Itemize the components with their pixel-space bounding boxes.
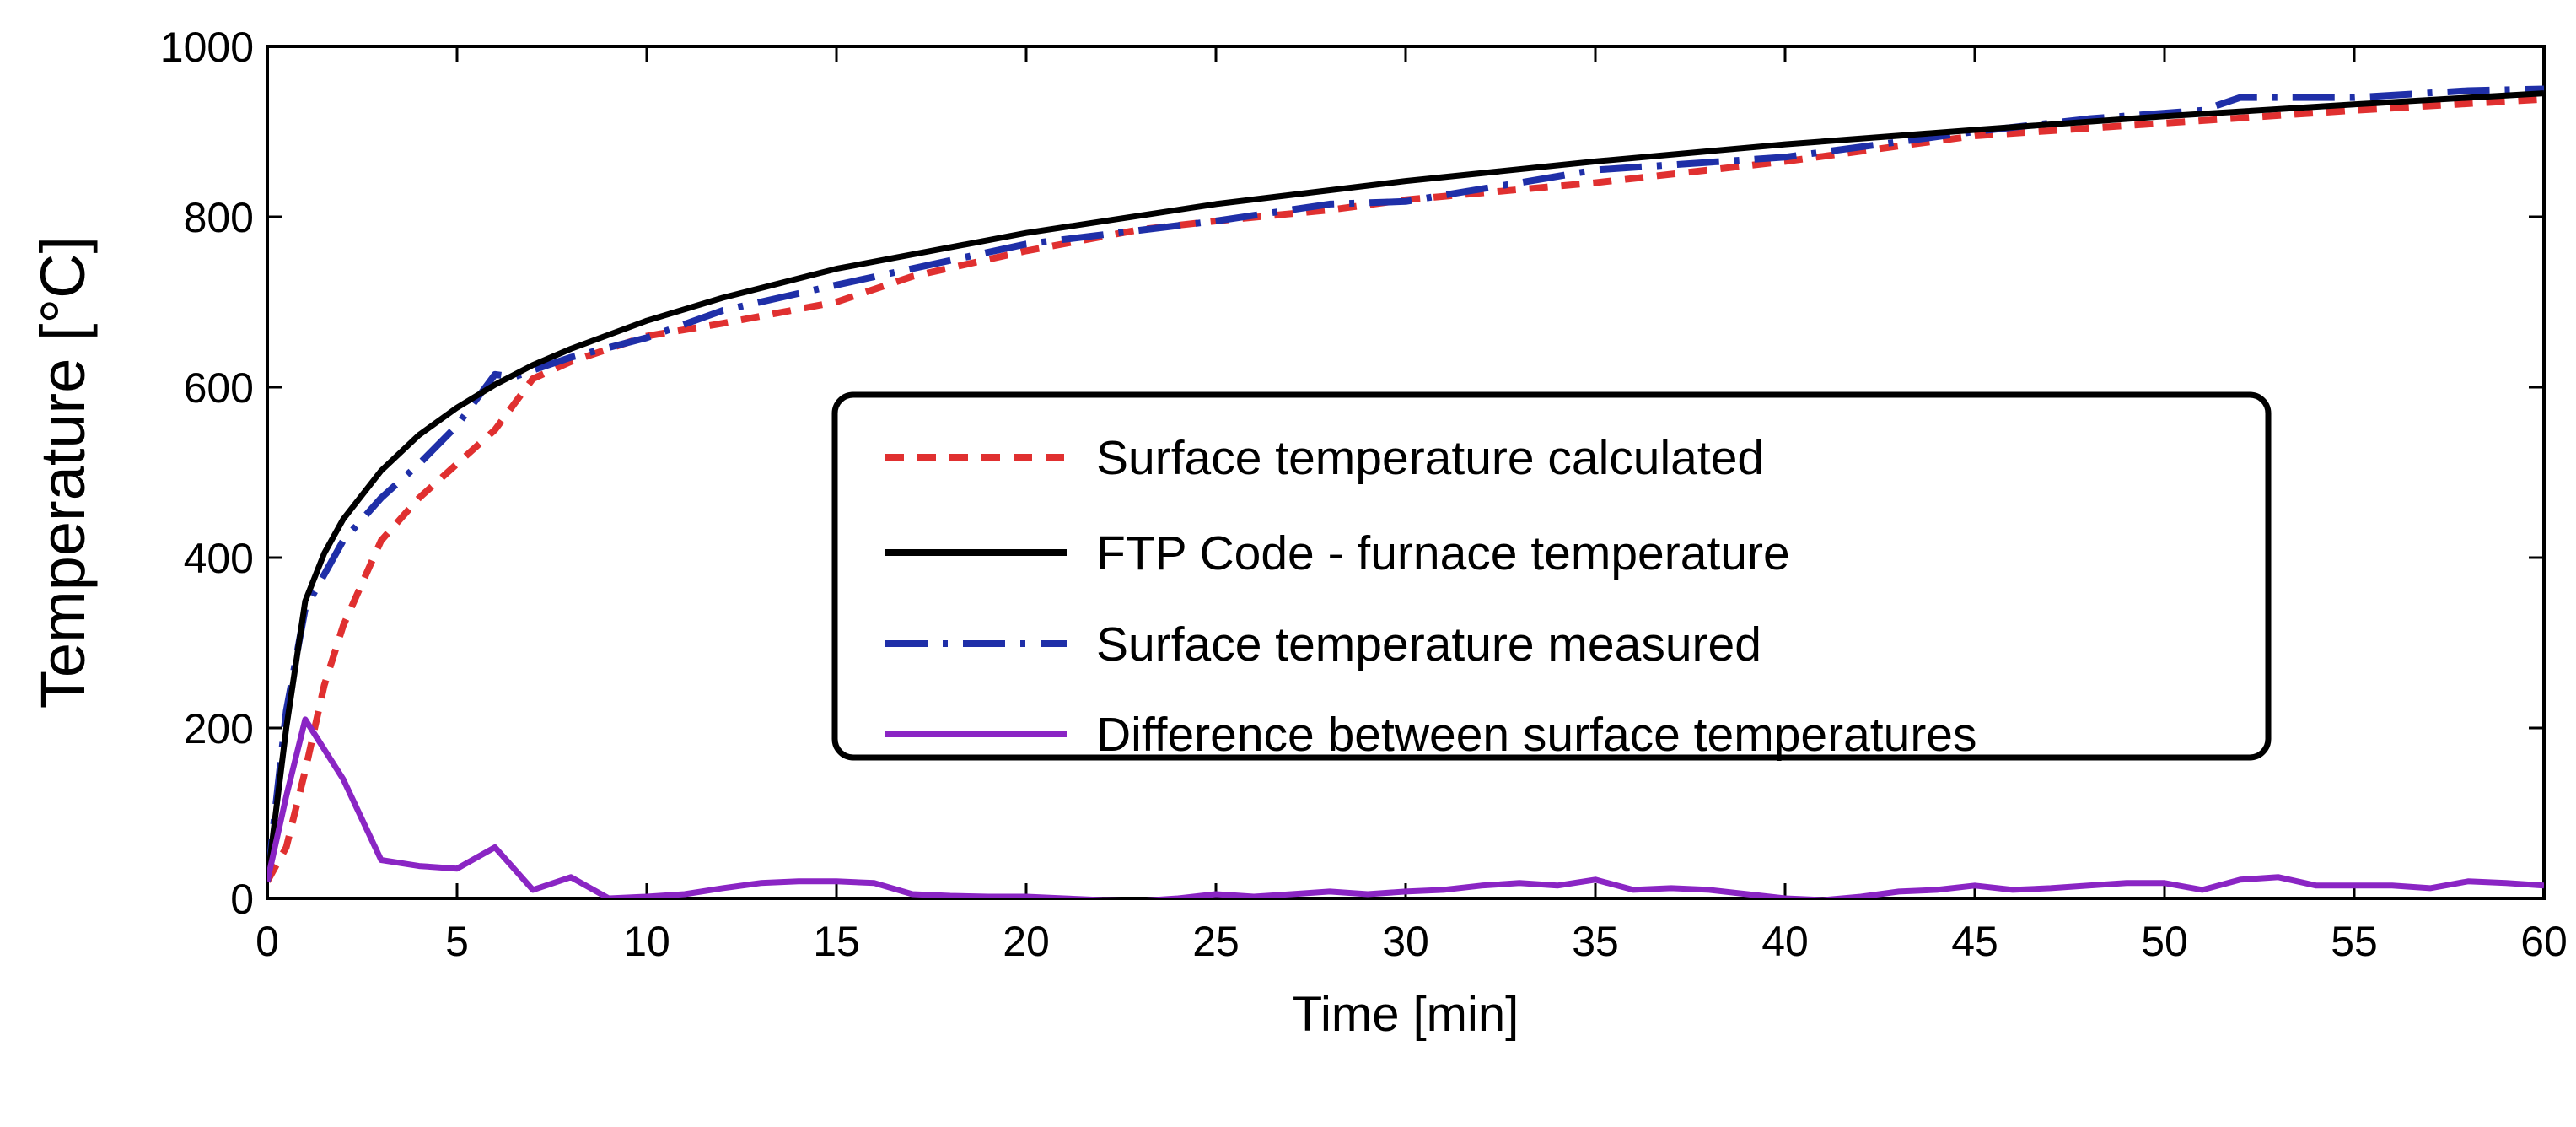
x-tick-label: 40: [1761, 918, 1809, 965]
series-layer: [267, 85, 2544, 898]
legend-label-0: Surface temperature calculated: [1096, 431, 1764, 485]
legend-label-1: FTP Code - furnace temperature: [1096, 526, 1790, 580]
x-tick-label: 45: [1951, 918, 1998, 965]
x-tick-label: 25: [1192, 918, 1240, 965]
x-tick-label: 15: [813, 918, 860, 965]
legend: Surface temperature calculated FTP Code -…: [831, 391, 2272, 762]
x-tick-label: 20: [1003, 918, 1050, 965]
legend-box: [831, 391, 2272, 761]
x-tick-label: 50: [2141, 918, 2188, 965]
y-tick-label: 1000: [160, 24, 254, 71]
series-line-0: [267, 95, 2544, 883]
x-axis-title: Time [min]: [1293, 987, 1519, 1042]
y-tick-label: 0: [230, 876, 254, 923]
y-tick-label: 400: [184, 535, 254, 582]
series-line-1: [267, 90, 2544, 882]
y-tick-label: 600: [184, 364, 254, 412]
tick-labels: 0 5 10 15 20 25 30 35 40 45 50 55 600200400600800100…: [160, 24, 2568, 965]
x-tick-label: 10: [623, 918, 670, 965]
y-tick-label: 200: [184, 705, 254, 752]
legend-label-2: Surface temperature measured: [1096, 617, 1761, 671]
y-axis-title: Temperature [°C]: [28, 236, 98, 709]
series-line-3: [267, 716, 2544, 898]
x-tick-label: 30: [1382, 918, 1429, 965]
legend-label-3: Difference between surface temperatures: [1096, 708, 1977, 762]
series-line-2: [267, 85, 2544, 882]
x-tick-label: 55: [2331, 918, 2378, 965]
x-tick-label: 0: [255, 918, 279, 965]
x-tick-label: 35: [1572, 918, 1619, 965]
x-tick-label: 60: [2520, 918, 2568, 965]
y-tick-label: 800: [184, 194, 254, 241]
x-tick-label: 5: [445, 918, 469, 965]
